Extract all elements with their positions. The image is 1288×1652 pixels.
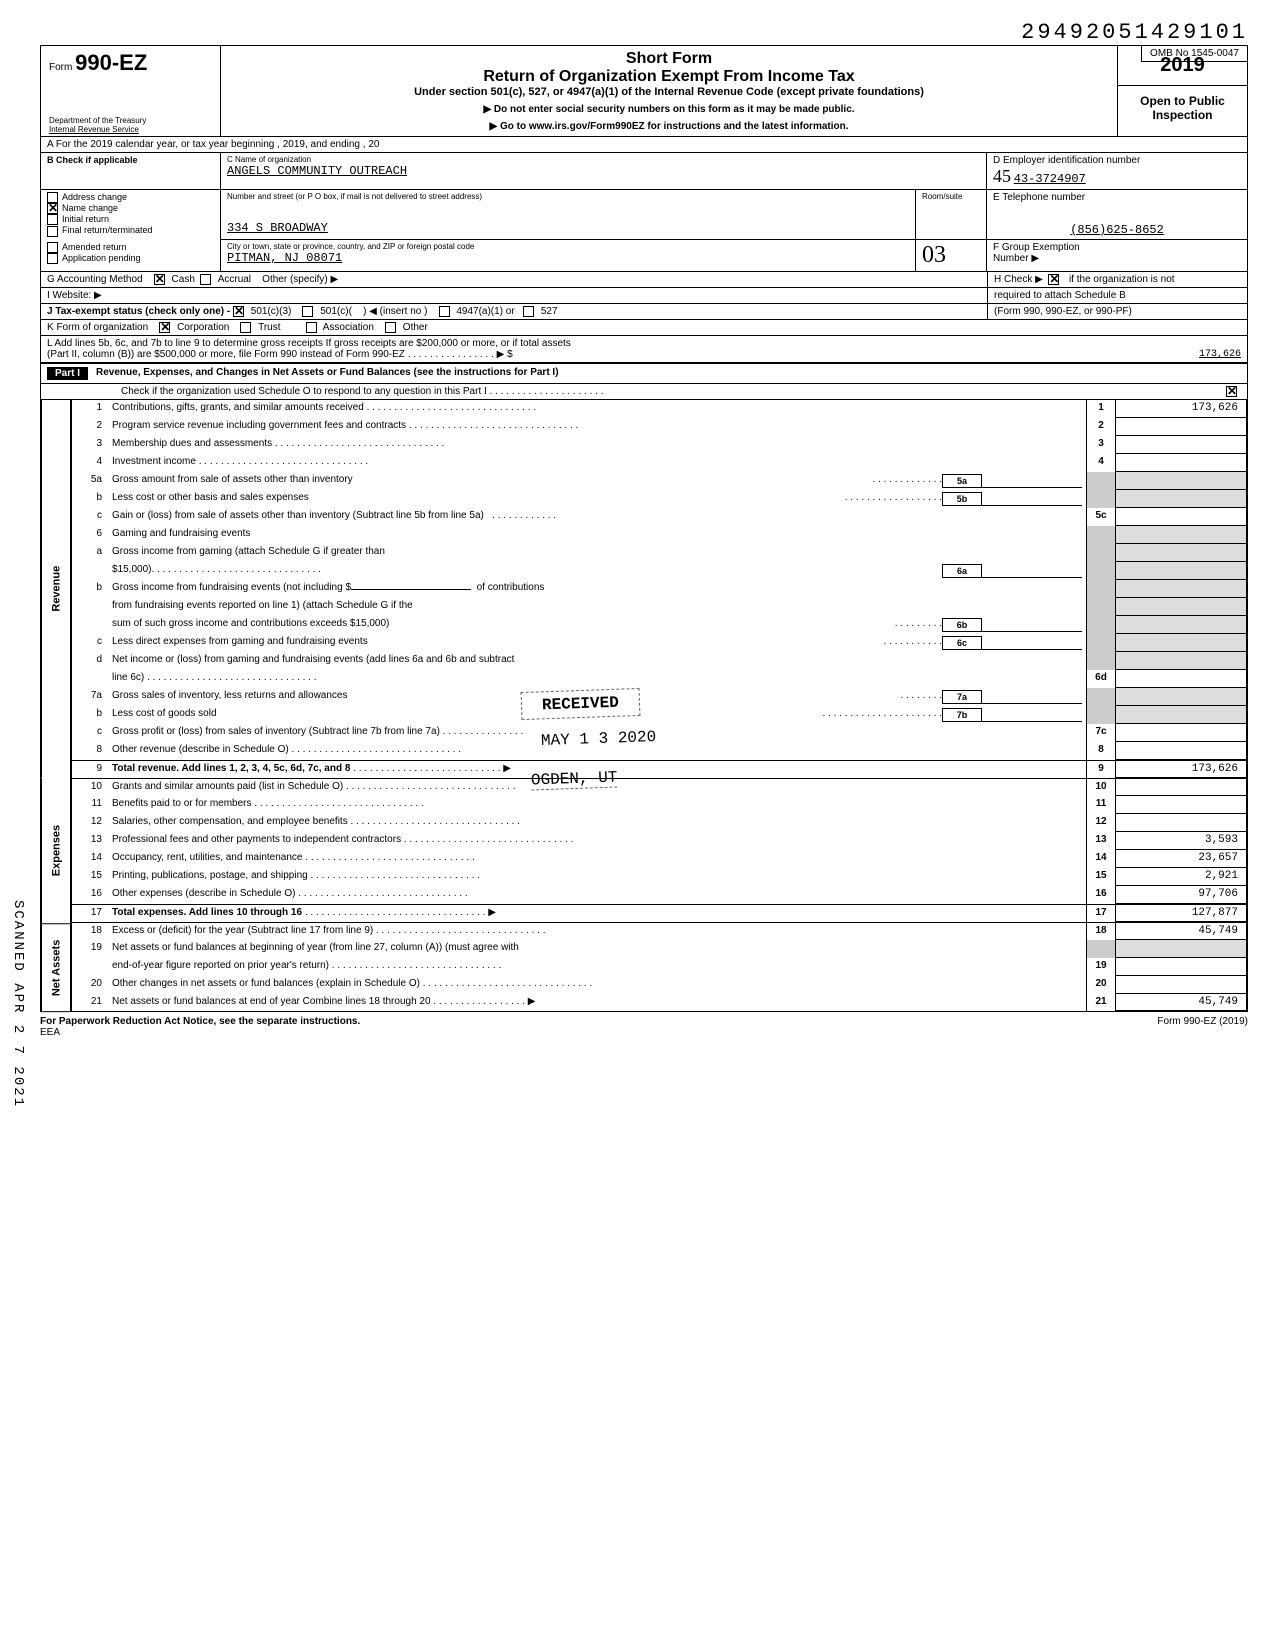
section-d: D Employer identification number 45 43-3…	[987, 153, 1247, 190]
part1-check-line: Check if the organization used Schedule …	[121, 386, 1218, 397]
section-f: F Group Exemption Number ▶	[987, 240, 1247, 271]
group-exemption-label: F Group Exemption	[993, 242, 1241, 253]
cb-4947[interactable]	[439, 306, 450, 317]
expenses-label: Expenses	[41, 778, 71, 924]
val-21: 45,749	[1116, 994, 1246, 1011]
city-value: PITMAN, NJ 08071	[227, 251, 909, 265]
line-l-1: L Add lines 5b, 6c, and 7b to line 9 to …	[47, 338, 1241, 349]
form-header: Form 990-EZ Department of the Treasury I…	[40, 45, 1248, 137]
cb-schedule-b[interactable]	[1048, 274, 1059, 285]
part1-label: Part I	[47, 367, 88, 380]
cb-initial-return[interactable]	[47, 214, 58, 225]
cb-other-org[interactable]	[385, 322, 396, 333]
dept-irs: Internal Revenue Service	[49, 125, 146, 134]
section-e: E Telephone number (856)625-8652	[987, 190, 1247, 240]
cb-501c[interactable]	[302, 306, 313, 317]
line-j: J Tax-exempt status (check only one) - 5…	[41, 304, 987, 319]
val-1: 173,626	[1116, 400, 1246, 418]
val-15: 2,921	[1116, 868, 1246, 886]
val-17: 127,877	[1116, 905, 1246, 922]
cb-corp[interactable]	[159, 322, 170, 333]
org-name: ANGELS COMMUNITY OUTREACH	[227, 164, 980, 178]
phone-value: (856)625-8652	[993, 223, 1241, 237]
group-exemption-num: Number ▶	[993, 253, 1241, 264]
cb-accrual[interactable]	[200, 274, 211, 285]
part1-header: Part I Revenue, Expenses, and Changes in…	[40, 363, 1248, 384]
addr-label: Number and street (or P O box, if mail i…	[227, 192, 909, 201]
ein-label: D Employer identification number	[993, 155, 1241, 166]
section-b-title: B Check if applicable	[47, 155, 214, 165]
subtitle: Under section 501(c), 527, or 4947(a)(1)…	[229, 86, 1109, 98]
line-l-2: (Part II, column (B)) are $500,000 or mo…	[47, 349, 1111, 360]
instr-url: ▶ Go to www.irs.gov/Form990EZ for instru…	[229, 121, 1109, 132]
val-18: 45,749	[1116, 923, 1246, 940]
val-13: 3,593	[1116, 832, 1246, 850]
form-number: 990-EZ	[75, 50, 147, 75]
line-h2: required to attach Schedule B	[987, 288, 1247, 303]
ein-hand: 45	[993, 166, 1011, 186]
title-short-form: Short Form	[229, 50, 1109, 68]
cb-cash[interactable]	[154, 274, 165, 285]
stamp-received: RECEIVED	[521, 688, 641, 720]
dept-treasury: Department of the Treasury	[49, 116, 146, 125]
name-label: C Name of organization	[227, 155, 980, 164]
form-id-box: Form 990-EZ Department of the Treasury I…	[41, 46, 221, 136]
open-to-public: Open to Public Inspection	[1118, 86, 1247, 130]
cb-527[interactable]	[523, 306, 534, 317]
cb-final-return[interactable]	[47, 226, 58, 237]
cb-501c3[interactable]	[233, 306, 244, 317]
omb-number: OMB No 1545-0047	[1141, 45, 1248, 62]
top-doc-number: 29492051429101	[40, 20, 1248, 45]
line-h: H Check ▶ if the organization is not	[987, 272, 1247, 287]
part1-title: Revenue, Expenses, and Changes in Net As…	[96, 367, 559, 380]
stamp-ogden: OGDEN, UT	[531, 769, 618, 791]
form-label: Form	[49, 62, 72, 73]
cb-assoc[interactable]	[306, 322, 317, 333]
checkbox-col-2: Amended return Application pending	[41, 240, 221, 271]
phone-label: E Telephone number	[993, 192, 1241, 203]
room-label: Room/suite	[922, 192, 980, 201]
revenue-label: Revenue	[41, 400, 71, 778]
room-hand: 03	[922, 242, 946, 268]
footer-eea: EEA	[40, 1027, 60, 1038]
cb-name-change[interactable]	[47, 203, 58, 214]
line-a: A For the 2019 calendar year, or tax yea…	[40, 137, 1248, 153]
line-k: K Form of organization Corporation Trust…	[41, 320, 1247, 335]
line-h3: (Form 990, 990-EZ, or 990-PF)	[987, 304, 1247, 319]
title-return: Return of Organization Exempt From Incom…	[229, 68, 1109, 86]
checkbox-col-1: Address change Name change Initial retur…	[41, 190, 221, 240]
line-l-val: 173,626	[1111, 349, 1241, 360]
cb-pending[interactable]	[47, 253, 58, 264]
val-16: 97,706	[1116, 886, 1246, 904]
street-address: 334 S BROADWAY	[227, 221, 909, 235]
ein-value: 43-3724907	[1014, 172, 1086, 186]
section-c-name: C Name of organization ANGELS COMMUNITY …	[221, 153, 987, 190]
footer-form-id: Form 990-EZ (2019)	[1157, 1016, 1248, 1038]
section-b: B Check if applicable	[41, 153, 221, 190]
scanned-stamp: SCANNED APR 2 7 2021	[10, 900, 26, 1108]
footer: For Paperwork Reduction Act Notice, see …	[40, 1016, 1248, 1038]
val-9: 173,626	[1116, 761, 1246, 778]
line-g: G Accounting Method Cash Accrual Other (…	[41, 272, 987, 287]
form-title-box: Short Form Return of Organization Exempt…	[221, 46, 1117, 136]
cb-trust[interactable]	[240, 322, 251, 333]
netassets-label: Net Assets	[41, 924, 71, 1012]
city-label: City or town, state or province, country…	[227, 242, 909, 251]
val-14: 23,657	[1116, 850, 1246, 868]
footer-paperwork: For Paperwork Reduction Act Notice, see …	[40, 1016, 360, 1027]
line-i: I Website: ▶	[41, 288, 987, 303]
cb-amended[interactable]	[47, 242, 58, 253]
instr-ssn: ▶ Do not enter social security numbers o…	[229, 104, 1109, 115]
cb-schedule-o[interactable]	[1226, 386, 1237, 397]
